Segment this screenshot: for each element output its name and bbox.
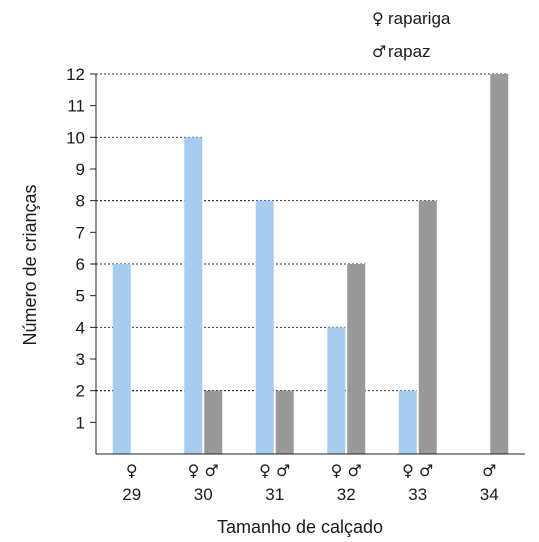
y-tick-label: 8 bbox=[76, 192, 85, 211]
bar-rapariga-33 bbox=[398, 390, 417, 454]
y-tick-label: 3 bbox=[76, 350, 85, 369]
x-category-symbols: ♀ bbox=[126, 461, 138, 480]
x-tick-label: 29 bbox=[122, 485, 141, 504]
y-tick-label: 12 bbox=[66, 65, 85, 84]
y-tick-label: 5 bbox=[76, 287, 85, 306]
x-tick-label: 32 bbox=[337, 485, 356, 504]
x-tick-label: 30 bbox=[194, 485, 213, 504]
x-tick-label: 33 bbox=[408, 485, 427, 504]
x-axis-title: Tamanho de calçado bbox=[217, 517, 383, 537]
y-tick-label: 7 bbox=[76, 223, 85, 242]
bar-rapariga-32 bbox=[327, 327, 346, 454]
legend-symbol-female: ♀ bbox=[372, 9, 384, 28]
bar-rapaz-31 bbox=[275, 390, 294, 454]
bar-rapaz-30 bbox=[204, 390, 223, 454]
bar-rapaz-32 bbox=[347, 264, 366, 454]
legend-symbol-male: ♂ bbox=[372, 42, 386, 61]
x-category-symbols: ♂ bbox=[482, 461, 496, 480]
x-category-symbols: ♀ ♂ bbox=[331, 461, 362, 480]
bar-rapariga-31 bbox=[255, 200, 274, 454]
y-tick-label: 9 bbox=[76, 160, 85, 179]
axes bbox=[90, 73, 525, 455]
legend: ♀ rapariga ♂ rapaz bbox=[372, 9, 451, 61]
x-category-symbols: ♀ ♂ bbox=[188, 461, 219, 480]
y-axis-title: Número de crianças bbox=[20, 184, 40, 345]
y-tick-label: 11 bbox=[67, 97, 85, 116]
bar-rapaz-34 bbox=[490, 74, 509, 454]
y-tick-label: 4 bbox=[76, 318, 85, 337]
legend-label-male: rapaz bbox=[388, 42, 431, 61]
y-tick-label: 1 bbox=[76, 413, 85, 432]
x-tick-label: 34 bbox=[480, 485, 499, 504]
bar-rapariga-29 bbox=[112, 264, 131, 454]
legend-label-female: rapariga bbox=[388, 9, 451, 28]
y-tick-label: 10 bbox=[66, 128, 85, 147]
x-category-symbols: ♀ ♂ bbox=[402, 461, 433, 480]
gridlines bbox=[96, 73, 509, 392]
bar-rapariga-30 bbox=[184, 137, 203, 455]
x-tick-label: 31 bbox=[265, 485, 284, 504]
x-tick-labels: ♀ 29 ♀ ♂ 30 ♀ ♂ 31 ♀ ♂ 32 ♀ ♂ 33 ♂ 34 bbox=[122, 461, 498, 504]
bars bbox=[112, 74, 509, 455]
bar-rapaz-33 bbox=[418, 200, 437, 454]
x-category-symbols: ♀ ♂ bbox=[259, 461, 290, 480]
y-tick-label: 6 bbox=[76, 255, 85, 274]
y-tick-label: 2 bbox=[76, 382, 85, 401]
